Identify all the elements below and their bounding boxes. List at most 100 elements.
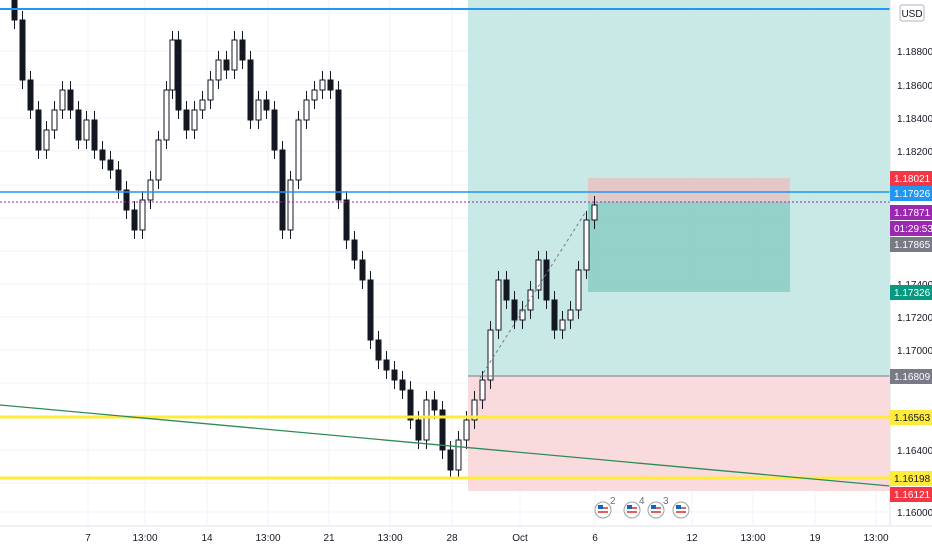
time-axis[interactable] xyxy=(0,526,890,550)
candle-body xyxy=(191,109,198,131)
price-badge-label: 01:29:53 xyxy=(894,224,932,235)
price-badge-label: 1.17926 xyxy=(894,189,931,200)
price-axis-badges: 1.18021 1.17926 1.17871 01:29:53 1.17865 1.17… xyxy=(890,171,932,502)
candle-body xyxy=(407,389,414,421)
candle-body xyxy=(295,119,302,181)
candle-body xyxy=(391,369,398,381)
candle-body xyxy=(247,59,254,121)
candle-body xyxy=(131,209,138,231)
price-tick-label: 1.17000 xyxy=(897,346,932,357)
price-badge-bg xyxy=(890,369,932,384)
candle-body xyxy=(343,199,350,241)
candle-body xyxy=(303,99,310,121)
candle-body xyxy=(223,59,230,71)
price-badge-bg xyxy=(890,171,932,186)
candle-body xyxy=(511,299,518,321)
candle-body xyxy=(415,419,422,441)
candle-body xyxy=(271,109,278,151)
candle-body xyxy=(311,89,318,101)
candle-body xyxy=(575,269,582,311)
candle-body xyxy=(255,99,262,121)
economic-event-icon[interactable]: 3 xyxy=(647,496,669,519)
candle-body xyxy=(123,189,130,211)
candle-body xyxy=(59,89,66,111)
candle-body xyxy=(543,259,550,301)
candle-body xyxy=(487,329,494,381)
candle-body xyxy=(359,259,366,281)
time-tick-label: Oct xyxy=(512,533,528,544)
trendline[interactable] xyxy=(0,404,891,487)
price-badge-label: 1.17326 xyxy=(894,288,931,299)
time-tick-label: 6 xyxy=(592,533,598,544)
candle-body xyxy=(163,89,170,141)
price-tick-label: 1.16000 xyxy=(897,508,932,519)
time-axis-ticks: 7 13:00 14 13:00 21 13:00 28 Oct 6 12 13:00 19 13:00 xyxy=(85,533,889,544)
candle-body xyxy=(383,359,390,371)
price-badge-bg xyxy=(890,285,932,300)
price-tick-label: 1.16400 xyxy=(897,446,932,457)
price-badge-bg xyxy=(890,237,932,252)
candle-body xyxy=(431,399,438,411)
price-badge-label: 1.16121 xyxy=(894,490,931,501)
candle-body xyxy=(423,399,430,441)
price-tick-label: 1.18600 xyxy=(897,81,932,92)
candle-body xyxy=(231,39,238,71)
candle-body xyxy=(139,199,146,231)
time-tick-label: 28 xyxy=(446,533,458,544)
candle-body xyxy=(115,169,122,191)
candle-body xyxy=(75,109,82,141)
short-position-loss-zone[interactable] xyxy=(588,178,790,202)
candle-body xyxy=(169,39,176,91)
price-tick-label: 1.17200 xyxy=(897,313,932,324)
time-tick-label: 13:00 xyxy=(863,533,888,544)
candle-body xyxy=(175,39,182,111)
candle-body xyxy=(199,99,206,111)
time-tick-label: 7 xyxy=(85,533,91,544)
candle-body xyxy=(335,89,342,201)
price-badge-bg xyxy=(890,205,932,220)
candle-body xyxy=(279,149,286,231)
event-count: 2 xyxy=(610,496,616,507)
candle-body xyxy=(155,139,162,181)
time-tick-label: 13:00 xyxy=(255,533,280,544)
candle-body xyxy=(215,59,222,81)
price-badge-label: 1.16198 xyxy=(894,474,931,485)
candle-body xyxy=(207,79,214,101)
price-badge-bg xyxy=(890,221,932,236)
short-position-profit-zone[interactable] xyxy=(588,202,790,292)
candle-body xyxy=(399,379,406,391)
candle-body xyxy=(551,299,558,331)
price-axis[interactable] xyxy=(890,0,932,526)
currency-label: USD xyxy=(901,9,922,20)
candle-body xyxy=(447,449,454,471)
candle-body xyxy=(327,79,334,91)
economic-event-icon[interactable]: 2 xyxy=(594,496,616,519)
candle-body xyxy=(351,239,358,261)
candle-body xyxy=(99,149,106,161)
candle-body xyxy=(535,259,542,291)
price-badge-label: 1.18021 xyxy=(894,174,931,185)
candle-body xyxy=(503,279,510,301)
economic-event-icon[interactable] xyxy=(672,501,690,519)
candle-body xyxy=(51,109,58,131)
economic-event-icon[interactable]: 4 xyxy=(623,496,645,519)
candle-body xyxy=(183,109,190,131)
candle-body xyxy=(583,219,590,271)
price-axis-ticks: 1.188001.186001.184001.182001.174001.172… xyxy=(897,47,932,519)
long-position-loss-zone[interactable] xyxy=(468,376,890,491)
candle-body xyxy=(455,439,462,471)
candle-body xyxy=(495,279,502,331)
time-tick-label: 14 xyxy=(201,533,213,544)
candle-body xyxy=(19,19,26,81)
candle-body xyxy=(107,159,114,171)
economic-events: 2 4 3 xyxy=(594,496,690,519)
candle-body xyxy=(367,279,374,341)
currency-button[interactable]: USD xyxy=(899,4,925,22)
price-badge-bg xyxy=(890,471,932,486)
event-count: 3 xyxy=(663,496,669,507)
candle-body xyxy=(439,409,446,451)
candle-body xyxy=(567,309,574,321)
candle-body xyxy=(91,119,98,151)
time-tick-label: 12 xyxy=(686,533,698,544)
